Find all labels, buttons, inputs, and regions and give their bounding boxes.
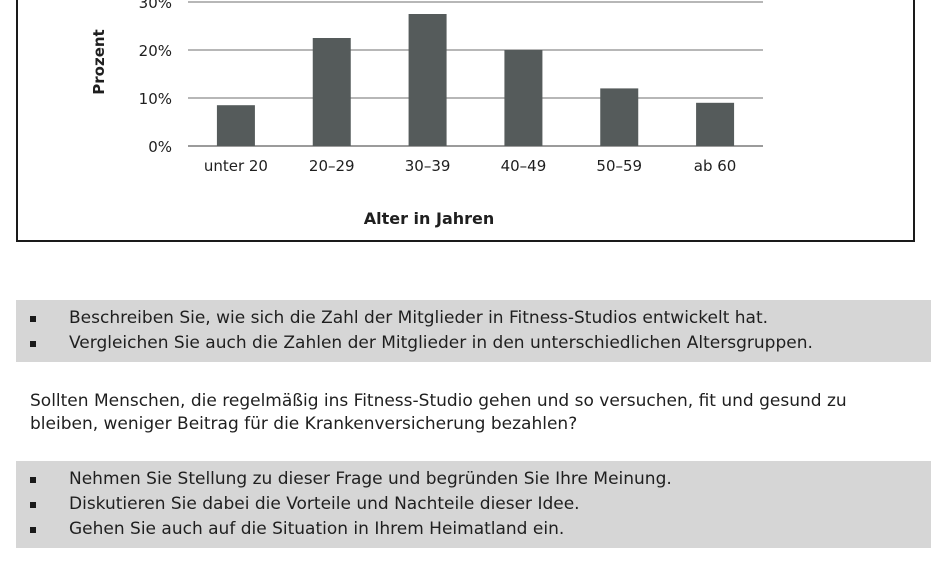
bar-chart: 0% 10% 20% 30% unter 20 20–29 30–39 40–49 50–59 a… [90,0,763,228]
task-box-description: Beschreiben Sie, wie sich die Zahl der M… [16,300,931,362]
x-tick-label: unter 20 [204,157,268,175]
task-list-description: Beschreiben Sie, wie sich die Zahl der M… [16,306,931,356]
bar [696,102,735,146]
task-item-compare: Vergleichen Sie auch die Zahlen der Mitg… [16,331,931,356]
task-list-opinion: Nehmen Sie Stellung zu dieser Frage und … [16,467,931,542]
bullet-square-icon [30,502,36,508]
bar [600,88,639,146]
x-tick-label: 30–39 [405,157,451,175]
x-tick-label: ab 60 [694,157,737,175]
y-tick-label: 0% [148,138,172,156]
task-item-discuss: Diskutieren Sie dabei die Vorteile und N… [16,492,931,517]
x-tick-label: 20–29 [309,157,355,175]
x-tick-label: 40–49 [501,157,547,175]
bar [312,38,351,146]
axis-ticks: 0% 10% 20% 30% unter 20 20–29 30–39 40–49 50–59 a… [139,0,737,175]
task-box-opinion: Nehmen Sie Stellung zu dieser Frage und … [16,461,931,548]
x-tick-label: 50–59 [596,157,642,175]
y-axis-title: Prozent [90,29,108,94]
bars [216,14,735,146]
bullet-square-icon [30,527,36,533]
y-tick-label: 10% [139,90,172,108]
task-item-homeland: Gehen Sie auch auf die Situation in Ihre… [16,517,931,542]
task-text: Diskutieren Sie dabei die Vorteile und N… [69,494,580,514]
bullet-square-icon [30,341,36,347]
task-text: Vergleichen Sie auch die Zahlen der Mitg… [69,333,813,353]
chart-frame: 0% 10% 20% 30% unter 20 20–29 30–39 40–49 50–59 a… [16,0,915,242]
task-text: Nehmen Sie Stellung zu dieser Frage und … [69,469,672,489]
task-text: Gehen Sie auch auf die Situation in Ihre… [69,519,565,539]
discussion-question: Sollten Menschen, die regelmäßig ins Fit… [30,391,847,434]
task-item-describe: Beschreiben Sie, wie sich die Zahl der M… [16,306,931,331]
bullet-square-icon [30,316,36,322]
bar [408,14,447,146]
gridlines [188,1,763,147]
task-item-opinion: Nehmen Sie Stellung zu dieser Frage und … [16,467,931,492]
bar [216,105,255,146]
x-axis-title: Alter in Jahren [364,209,495,228]
y-tick-label: 30% [139,0,172,12]
bar [504,50,543,146]
task-text: Beschreiben Sie, wie sich die Zahl der M… [69,308,769,328]
bullet-square-icon [30,477,36,483]
y-tick-label: 20% [139,42,172,60]
